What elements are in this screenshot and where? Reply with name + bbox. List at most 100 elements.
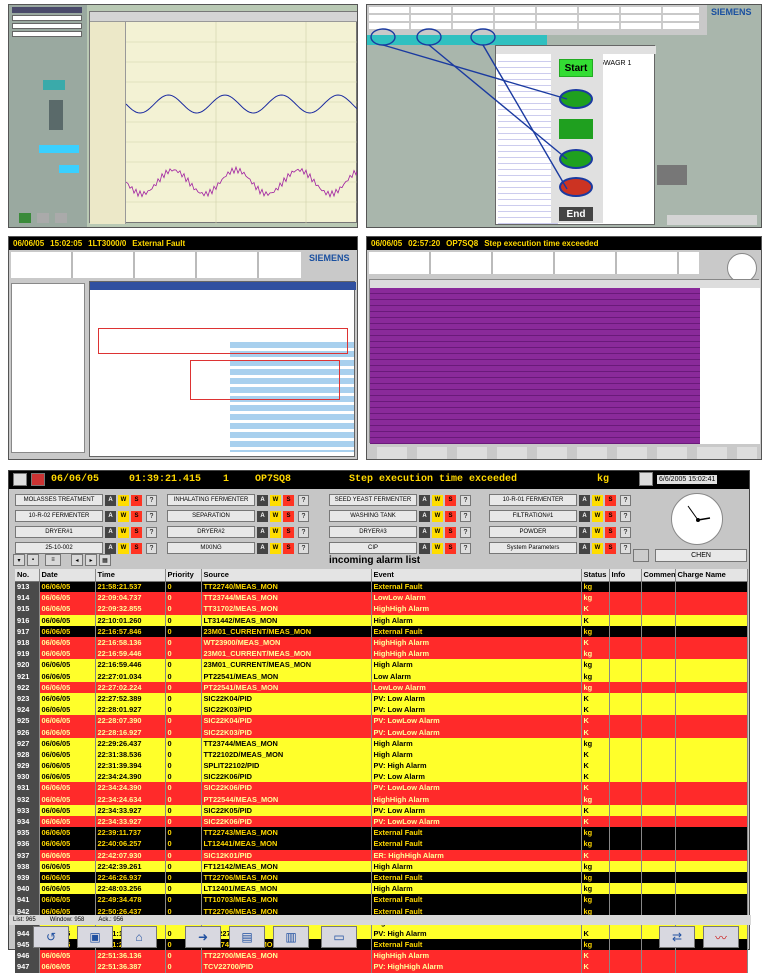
module-0-0[interactable]: MOLASSES TREATMENT A W S?: [15, 493, 157, 507]
col-header[interactable]: Source: [201, 569, 372, 582]
col-header[interactable]: Date: [39, 569, 96, 582]
col-header[interactable]: Status: [581, 569, 610, 582]
first-page-icon[interactable]: ◂: [71, 554, 83, 566]
chart-button[interactable]: ▥: [273, 926, 309, 948]
module-2-1[interactable]: DRYER#2 A W S?: [167, 525, 309, 539]
print-icon[interactable]: [639, 472, 653, 486]
alarm-row[interactable]: 940 06/06/05 22:48:03.256 0 LT12401/MEAS_MON…: [15, 883, 748, 895]
alarm-row[interactable]: 933 06/06/05 22:34:33.927 0 SIC22K05/PID PV: …: [15, 804, 748, 816]
alarm-row[interactable]: 939 06/06/05 22:46:26.937 0 TT22706/MEAS_MON…: [15, 871, 748, 884]
alarm-row[interactable]: 941 06/06/05 22:49:34.478 0 TT10703/MEAS_MON…: [15, 894, 748, 906]
step-list[interactable]: [369, 279, 760, 444]
module-2-0[interactable]: DRYER#1 A W S?: [15, 525, 157, 539]
module-2-2[interactable]: DRYER#3 A W S?: [329, 525, 471, 539]
alarm-row[interactable]: 931 06/06/05 22:34:24.390 0 SIC22K06/PID PV: …: [15, 782, 748, 794]
alarm-row[interactable]: 924 06/06/05 22:28:01.927 0 SIC22K03/PID PV: …: [15, 704, 748, 716]
alarm-row[interactable]: 915 06/06/05 22:09:32.855 0 TT31702/MEAS_MON…: [15, 603, 748, 615]
alarm-row[interactable]: 947 06/06/05 22:51:36.387 0 TCV22700/PID PV: …: [15, 961, 748, 973]
module-info-icon[interactable]: ?: [146, 510, 157, 522]
lock-icon[interactable]: [633, 549, 649, 562]
module-info-icon[interactable]: ?: [298, 526, 309, 538]
filter-icon[interactable]: ▾: [13, 554, 25, 566]
alarm-row[interactable]: 921 06/06/05 22:27:01.034 0 PT22541/MEAS_MON…: [15, 670, 748, 682]
alarm-row[interactable]: 923 06/06/05 22:27:52.389 0 SIC22K04/PID PV: …: [15, 692, 748, 705]
alarm-row[interactable]: 918 06/06/05 22:16:58.136 0 WT23900/MEAS_MON…: [15, 636, 748, 649]
exit-button[interactable]: ⇄: [659, 926, 695, 948]
module-info-icon[interactable]: ?: [620, 526, 631, 538]
module-3-3[interactable]: System Parameters A W S?: [489, 541, 631, 555]
sfc-start-step[interactable]: Start: [559, 59, 593, 77]
alarm-row[interactable]: 927 06/06/05 22:29:26.437 0 TT23744/MEAS_MON…: [15, 737, 748, 749]
sfc-step-1[interactable]: [559, 89, 593, 109]
trend-plot[interactable]: [126, 22, 358, 224]
module-info-icon[interactable]: ?: [620, 510, 631, 522]
fault-dialog[interactable]: [89, 281, 356, 457]
alarm-row[interactable]: 938 06/06/05 22:42:39.261 0 FT12142/MEAS_MON…: [15, 860, 748, 872]
module-0-2[interactable]: SEED YEAST FERMENTER A W S?: [329, 493, 471, 507]
alarm-row[interactable]: 929 06/06/05 22:31:39.394 0 SPLIT22102/PID PV…: [15, 760, 748, 772]
config-icon[interactable]: ▸: [85, 554, 97, 566]
module-info-icon[interactable]: ?: [460, 542, 471, 554]
col-header[interactable]: Event: [371, 569, 582, 582]
alarm-row[interactable]: 936 06/06/05 22:40:06.257 0 LT12441/MEAS_MON…: [15, 838, 748, 850]
sfc-step-3[interactable]: [559, 149, 593, 169]
docs-button[interactable]: ▭: [321, 926, 357, 948]
module-info-icon[interactable]: ?: [460, 526, 471, 538]
next-button[interactable]: ➜: [185, 926, 221, 948]
alarm-row[interactable]: 925 06/06/05 22:28:07.390 0 SIC22K04/PID PV: …: [15, 715, 748, 727]
module-info-icon[interactable]: ?: [460, 494, 471, 506]
alarm-row[interactable]: 917 06/06/05 22:16:57.846 0 23M01_CURRENT/ME…: [15, 625, 748, 637]
alarm-row[interactable]: 919 06/06/05 22:16:59.446 0 23M01_CURRENT/ME…: [15, 648, 748, 660]
horn-icon[interactable]: [31, 473, 45, 486]
sort-icon[interactable]: ≡: [45, 554, 61, 566]
alarm-row[interactable]: 942 06/06/05 22:50:26.437 0 TT22706/MEAS_MON…: [15, 905, 748, 917]
ack-icon[interactable]: [13, 473, 27, 486]
col-header[interactable]: Info: [609, 569, 642, 582]
trend-button[interactable]: 〰: [703, 926, 739, 948]
col-header[interactable]: Charge Name: [675, 569, 748, 582]
overview-button[interactable]: ▣: [77, 926, 113, 948]
module-3-0[interactable]: 25-10-002 A W S?: [15, 541, 157, 555]
module-info-icon[interactable]: ?: [460, 510, 471, 522]
plant-button[interactable]: ⌂: [121, 926, 157, 948]
alarm-row[interactable]: 914 06/06/05 22:09:04.737 0 TT23744/MEAS_MON…: [15, 592, 748, 604]
module-info-icon[interactable]: ?: [298, 510, 309, 522]
module-info-icon[interactable]: ?: [620, 542, 631, 554]
module-info-icon[interactable]: ?: [146, 526, 157, 538]
alarm-row[interactable]: 934 06/06/05 22:34:33.927 0 SIC22K06/PID PV: …: [15, 815, 748, 828]
module-2-3[interactable]: POWDER A W S?: [489, 525, 631, 539]
col-header[interactable]: Comment: [641, 569, 676, 582]
col-header[interactable]: Time: [95, 569, 166, 582]
back-button[interactable]: ↺: [33, 926, 69, 948]
module-3-1[interactable]: MIXING A W S?: [167, 541, 309, 555]
sfc-end-step[interactable]: End: [559, 207, 593, 221]
module-info-icon[interactable]: ?: [298, 542, 309, 554]
alarm-row[interactable]: 916 06/06/05 22:10:01.260 0 LT31442/MEAS_MON…: [15, 614, 748, 626]
module-1-2[interactable]: WASHING TANK A W S?: [329, 509, 471, 523]
sfc-step-2[interactable]: [559, 119, 593, 139]
alarm-table[interactable]: No. Date Time Priority Source Event Status Info…: [15, 569, 748, 973]
module-info-icon[interactable]: ?: [620, 494, 631, 506]
col-header[interactable]: Priority: [165, 569, 202, 582]
module-info-icon[interactable]: ?: [298, 494, 309, 506]
alarm-row[interactable]: 922 06/06/05 22:27:02.224 0 PT22541/MEAS_MON…: [15, 681, 748, 693]
list-button[interactable]: ▤: [229, 926, 265, 948]
alarm-row[interactable]: 928 06/06/05 22:31:38.536 0 TT22102D/MEAS_MO…: [15, 748, 748, 760]
alarm-row[interactable]: 937 06/06/05 22:42:07.930 0 SIC12K01/PID ER: …: [15, 849, 748, 861]
module-info-icon[interactable]: ?: [146, 494, 157, 506]
sfc-step-4[interactable]: [559, 177, 593, 197]
lock-list-icon[interactable]: ▪: [27, 554, 39, 566]
alarm-row[interactable]: 913 06/06/05 21:58:21.537 0 TT22740/MEAS_MON…: [15, 581, 748, 593]
alarm-row[interactable]: 932 06/06/05 22:34:24.634 0 PT22544/MEAS_MON…: [15, 793, 748, 805]
module-info-icon[interactable]: ?: [146, 542, 157, 554]
alarm-row[interactable]: 946 06/06/05 22:51:36.136 0 TT22700/MEAS_MON…: [15, 950, 748, 962]
module-3-2[interactable]: CIP A W S?: [329, 541, 471, 555]
module-0-3[interactable]: 10-R-01 FERMENTER A W S?: [489, 493, 631, 507]
alarm-row[interactable]: 930 06/06/05 22:34:24.390 0 SIC22K06/PID PV: …: [15, 771, 748, 783]
module-1-0[interactable]: 10-R-02 FERMENTER A W S?: [15, 509, 157, 523]
module-0-1[interactable]: INHALATING FERMENTER A W S?: [167, 493, 309, 507]
table-icon[interactable]: ▦: [99, 554, 111, 566]
module-1-1[interactable]: SEPARATION A W S?: [167, 509, 309, 523]
alarm-row[interactable]: 926 06/06/05 22:28:16.927 0 SIC22K03/PID PV: …: [15, 726, 748, 738]
col-header[interactable]: No.: [15, 569, 40, 582]
